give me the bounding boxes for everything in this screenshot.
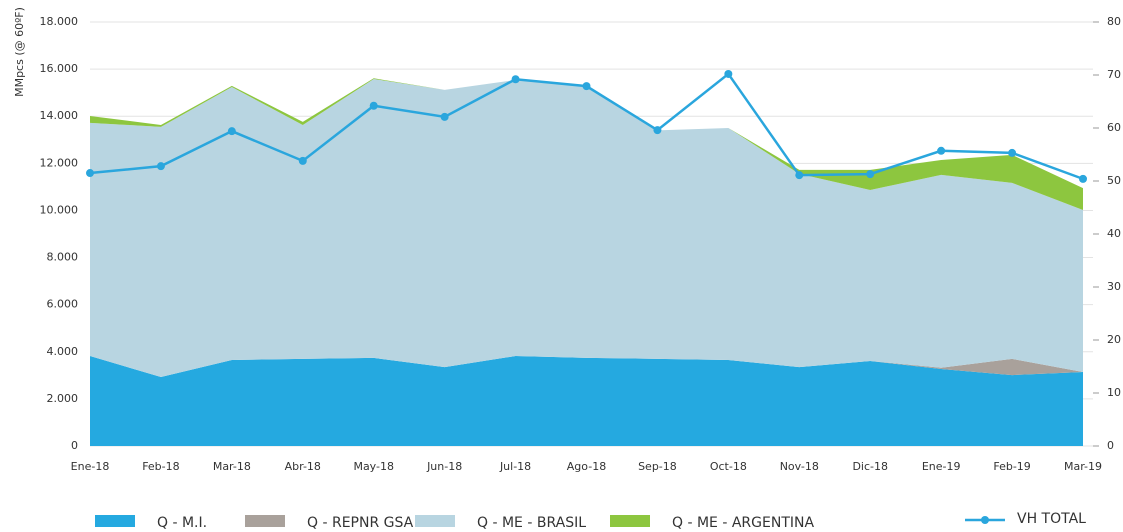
area bbox=[90, 78, 1083, 210]
x-tick-label: Ago-18 bbox=[567, 460, 606, 473]
line-point bbox=[1079, 174, 1087, 183]
legend-label: Q - ME - ARGENTINA bbox=[672, 515, 814, 531]
line-point bbox=[866, 170, 875, 179]
line-point bbox=[86, 169, 94, 178]
x-tick-label: Sep-18 bbox=[638, 460, 677, 473]
legend-swatch bbox=[981, 516, 989, 524]
y2-tick-label: 30 bbox=[1107, 280, 1121, 293]
x-tick-label: Feb-19 bbox=[993, 460, 1030, 473]
y-tick-label: 16.000 bbox=[40, 62, 79, 75]
area bbox=[90, 356, 1083, 446]
y2-tick-label: 80 bbox=[1107, 15, 1121, 28]
line-point bbox=[653, 126, 662, 135]
legend-label: VH TOTAL bbox=[1017, 511, 1086, 527]
line-point bbox=[511, 75, 520, 84]
legend-label: Q - REPNR GSA bbox=[307, 515, 414, 531]
y2-tick-label: 70 bbox=[1107, 68, 1121, 81]
y-tick-label: 18.000 bbox=[40, 15, 79, 28]
line-point bbox=[724, 69, 733, 78]
line-point bbox=[1008, 148, 1017, 157]
area bbox=[90, 79, 1083, 377]
legend-swatch bbox=[415, 515, 455, 527]
y-tick-label: 14.000 bbox=[40, 109, 79, 122]
legend-swatch bbox=[610, 515, 650, 527]
line-point bbox=[298, 156, 307, 165]
legend-swatch bbox=[95, 515, 135, 527]
legend-swatch bbox=[245, 515, 285, 527]
line-point bbox=[440, 112, 449, 121]
y-tick-label: 8.000 bbox=[47, 251, 79, 264]
y-tick-label: 12.000 bbox=[40, 156, 79, 169]
y2-tick-label: 40 bbox=[1107, 227, 1121, 240]
x-tick-label: Abr-18 bbox=[285, 460, 321, 473]
legend-label: Q - ME - BRASIL bbox=[477, 515, 586, 531]
y-tick-label: 10.000 bbox=[40, 203, 79, 216]
x-tick-label: Ene-19 bbox=[922, 460, 961, 473]
x-tick-label: Oct-18 bbox=[710, 460, 747, 473]
y-tick-label: 0 bbox=[71, 439, 78, 452]
y-tick-label: 2.000 bbox=[47, 392, 79, 405]
x-tick-label: Dic-18 bbox=[852, 460, 888, 473]
line-point bbox=[795, 171, 804, 180]
legend-label: Q - M.I. bbox=[157, 515, 207, 531]
y2-tick-label: 50 bbox=[1107, 174, 1121, 187]
y-tick-label: 6.000 bbox=[47, 298, 79, 311]
line-point bbox=[937, 146, 946, 155]
x-tick-label: Feb-18 bbox=[142, 460, 179, 473]
line-point bbox=[582, 82, 591, 91]
x-tick-label: May-18 bbox=[353, 460, 394, 473]
y-tick-label: 4.000 bbox=[47, 345, 79, 358]
line-point bbox=[369, 101, 378, 110]
y2-tick-label: 20 bbox=[1107, 333, 1121, 346]
x-tick-label: Ene-18 bbox=[71, 460, 110, 473]
y2-tick-label: 10 bbox=[1107, 386, 1121, 399]
x-tick-label: Mar-19 bbox=[1064, 460, 1102, 473]
x-tick-label: Jun-18 bbox=[426, 460, 462, 473]
y2-tick-label: 60 bbox=[1107, 121, 1121, 134]
x-tick-label: Nov-18 bbox=[780, 460, 819, 473]
line-point bbox=[227, 127, 236, 136]
x-tick-label: Mar-18 bbox=[213, 460, 251, 473]
y2-tick-label: 0 bbox=[1107, 439, 1114, 452]
line-point bbox=[156, 162, 165, 171]
x-tick-label: Jul-18 bbox=[499, 460, 531, 473]
y-axis-label: MMpcs (@ 60ºF) bbox=[13, 7, 26, 97]
